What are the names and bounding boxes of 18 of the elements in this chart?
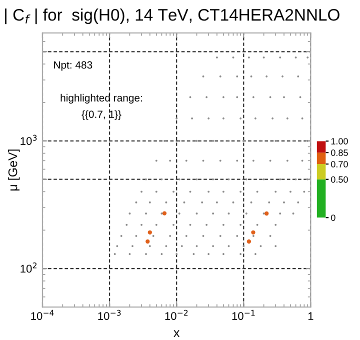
y-axis-title: μ [GeV] [8, 150, 20, 190]
x-tick-label: 10$^{−1}$ [232, 310, 255, 320]
annotation: Npt: 483 [54, 61, 92, 71]
x-axis-title: x [174, 330, 180, 337]
annotation: highlighted range: [60, 94, 142, 104]
chart-title: | C$_{f}$ | for sig(H0), 14 TeV, CT14HERA2NNLO [5, 8, 340, 24]
x-tick-label: 10$^{−4}$ [31, 310, 54, 320]
x-tick-label: 1 [308, 312, 314, 320]
x-tick-label: 10$^{−3}$ [98, 310, 121, 320]
color-bar-label: 0.85 [331, 150, 348, 156]
color-bar-label: 0.50 [331, 176, 348, 183]
color-bar-label: 0.70 [331, 161, 348, 168]
color-bar-label: 1.00 [331, 138, 348, 144]
y-tick-label: 10$^{3}$ [20, 134, 37, 145]
y-tick-label: 10$^{2}$ [20, 262, 36, 273]
annotation: {{0.7, 1}} [82, 110, 122, 120]
color-bar-label: 0 [331, 214, 336, 221]
x-tick-label: 10$^{−2}$ [165, 310, 188, 320]
